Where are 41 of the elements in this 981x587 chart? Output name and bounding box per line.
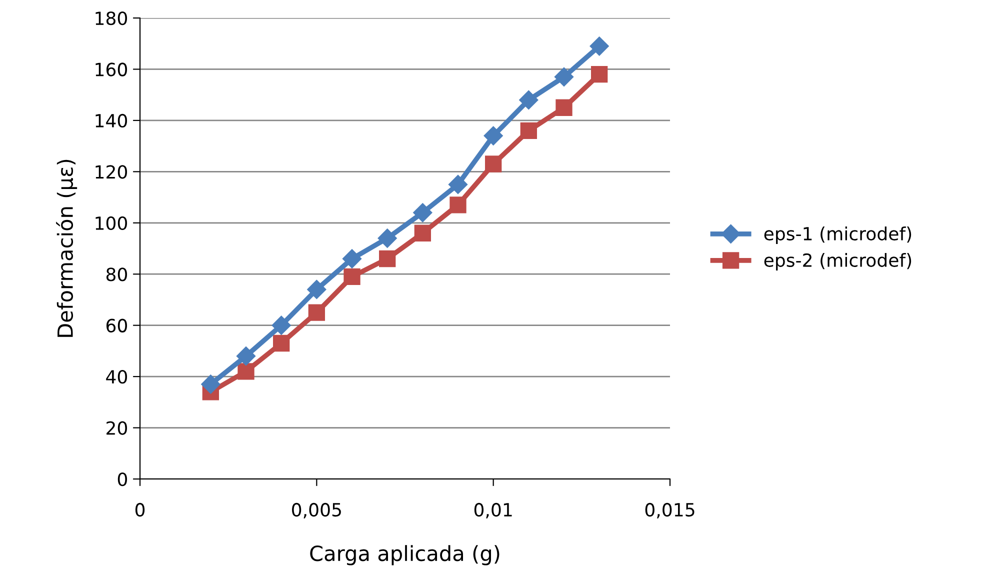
legend-label: eps-2 (microdef) <box>764 253 912 270</box>
point <box>308 304 325 321</box>
x-tick-label: 0,015 <box>645 502 694 518</box>
y-tick-label: 120 <box>96 165 127 179</box>
point <box>450 196 466 214</box>
point <box>520 122 537 140</box>
legend-label: eps-1 (microdef) <box>764 226 912 244</box>
x-tick-label: 0,005 <box>292 502 341 518</box>
y-tick-label: 160 <box>96 62 127 76</box>
y-tick-label: 0 <box>118 472 127 486</box>
point <box>342 249 362 268</box>
point <box>378 228 397 248</box>
x-tick-label: 0 <box>135 502 145 517</box>
y-tick-label: 60 <box>106 318 127 332</box>
point <box>519 90 538 110</box>
y-tick-label: 180 <box>96 11 127 26</box>
y-tick-label: 100 <box>96 216 127 230</box>
point <box>590 36 609 56</box>
point <box>272 316 291 335</box>
y-axis-title: Deformación (με) <box>56 160 78 337</box>
x-axis-title: Carga aplicada (g) <box>310 545 500 566</box>
y-tick-label: 140 <box>96 114 127 128</box>
point <box>273 334 290 352</box>
point <box>591 66 608 83</box>
point <box>414 224 431 242</box>
point <box>554 67 574 86</box>
point <box>238 363 254 380</box>
y-tick-label: 40 <box>106 370 127 384</box>
y-tick-label: 20 <box>106 421 127 435</box>
point <box>307 280 326 300</box>
point <box>379 250 396 268</box>
point <box>485 156 502 172</box>
point <box>556 99 572 116</box>
point <box>236 346 256 366</box>
x-tick-label: 0,01 <box>474 502 512 518</box>
point <box>201 374 220 394</box>
point <box>484 126 503 146</box>
point <box>448 174 468 194</box>
point <box>413 203 432 222</box>
y-tick-label: 80 <box>106 268 127 282</box>
point <box>344 268 360 286</box>
